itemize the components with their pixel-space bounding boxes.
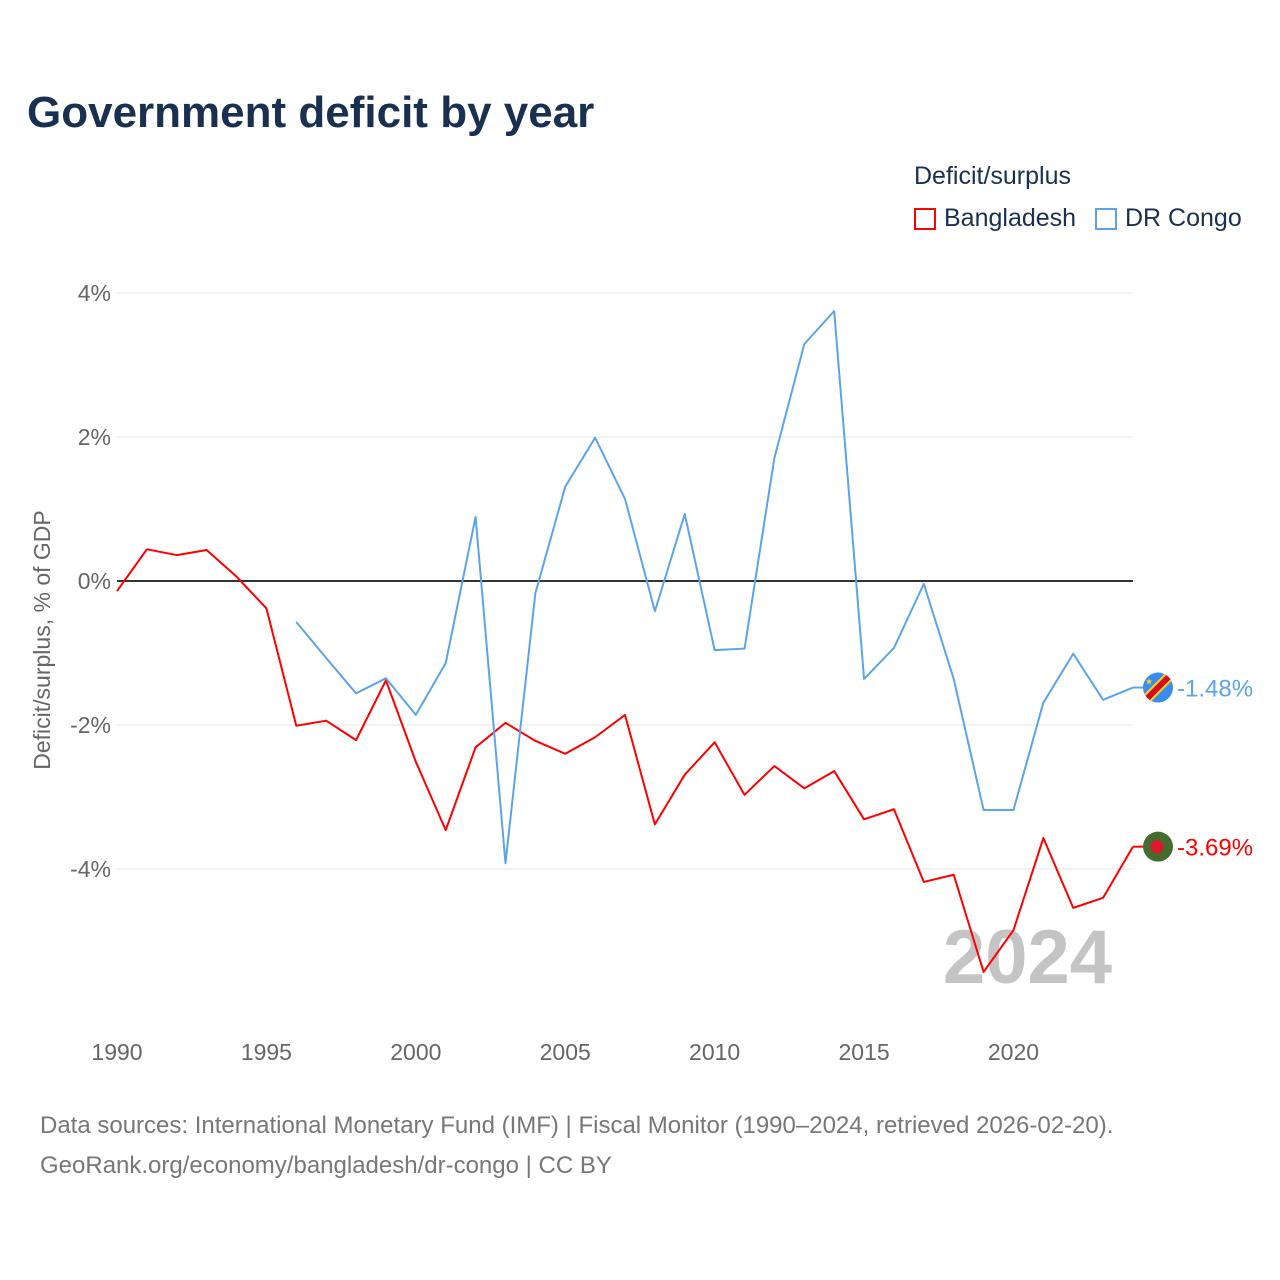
source-note: Data sources: International Monetary Fun… (40, 1106, 1113, 1186)
flag-star-icon: ★ (1145, 677, 1153, 687)
x-tick-label: 1990 (91, 1039, 142, 1065)
series-line-bangladesh (116, 548, 1134, 973)
x-tick-label: 2020 (988, 1039, 1039, 1065)
legend-item-bangladesh[interactable]: Bangladesh (914, 204, 1076, 233)
legend-label: Bangladesh (944, 204, 1077, 232)
y-axis-label: Deficit/surplus, % of GDP (29, 510, 55, 769)
series-line-dr-congo (295, 310, 1134, 865)
y-tick-label: 2% (78, 424, 111, 450)
y-tick-label: 4% (78, 280, 111, 306)
year-watermark: 2024 (943, 915, 1112, 1000)
source-line: Data sources: International Monetary Fun… (40, 1112, 1114, 1139)
legend-title: Deficit/surplus (914, 162, 1071, 190)
x-tick-label: 2015 (838, 1039, 889, 1065)
x-tick-label: 2000 (390, 1039, 441, 1065)
end-value-label: -1.48% (1177, 676, 1253, 703)
legend-swatch-bangladesh (914, 207, 936, 230)
legend-item-dr-congo[interactable]: DR Congo (1095, 204, 1242, 233)
bangladesh-flag-disc (1150, 840, 1164, 854)
legend-label: DR Congo (1125, 204, 1242, 232)
x-tick-label: 1995 (241, 1039, 292, 1065)
x-tick-label: 2005 (540, 1039, 591, 1065)
x-tick-label: 2010 (689, 1039, 740, 1065)
source-link[interactable]: GeoRank.org/economy/bangladesh/dr-congo … (40, 1152, 612, 1179)
chart-title: Government deficit by year (27, 88, 595, 137)
y-tick-label: 0% (78, 568, 111, 594)
y-tick-label: -2% (70, 712, 111, 738)
y-tick-label: -4% (70, 856, 111, 882)
end-value-label: -3.69% (1177, 835, 1253, 862)
legend-swatch-dr-congo (1095, 207, 1117, 230)
